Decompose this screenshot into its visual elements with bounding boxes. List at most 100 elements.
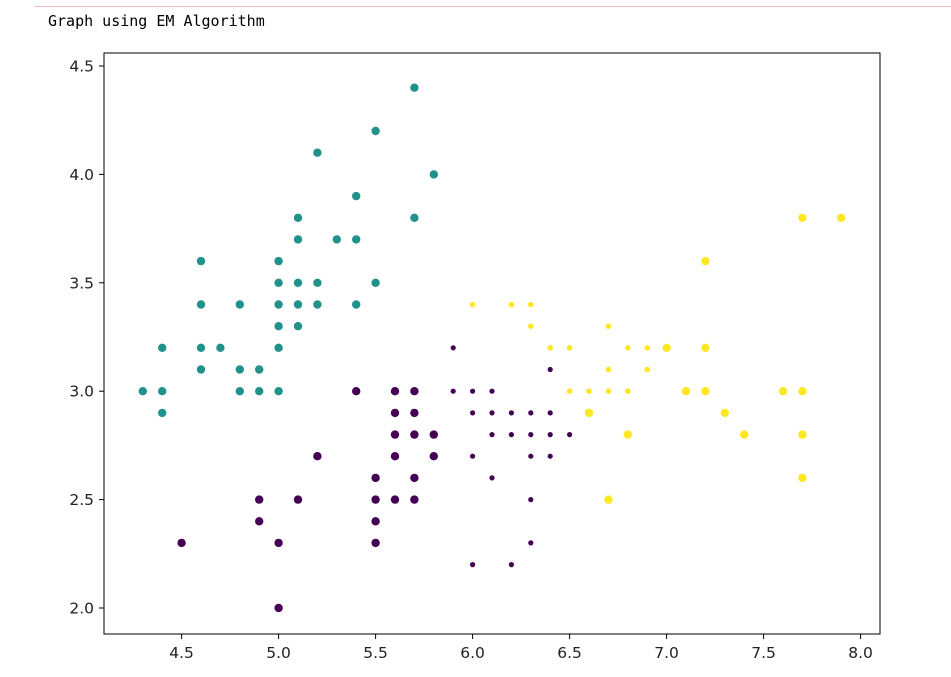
scatter-point bbox=[410, 495, 419, 504]
scatter-point bbox=[196, 343, 206, 352]
scatter-point bbox=[547, 366, 553, 373]
scatter-point bbox=[623, 430, 632, 439]
chart-axes: 4.5 5.0 5.5 6.0 6.5 7.0 7.5 8.0 2.0 2.5 3.0 3.5 4.0 4… bbox=[69, 52, 881, 662]
scatter-point bbox=[567, 432, 573, 438]
x-tick-label: 4.5 bbox=[169, 644, 194, 662]
scatter-point bbox=[470, 562, 476, 568]
scatter-point bbox=[293, 213, 303, 222]
scatter-point bbox=[837, 213, 846, 222]
scatter-point bbox=[547, 453, 553, 459]
scatter-point bbox=[235, 387, 244, 396]
scatter-point bbox=[158, 387, 167, 396]
scatter-point bbox=[429, 430, 438, 439]
scatter-point bbox=[410, 430, 419, 439]
y-tick-label: 2.0 bbox=[69, 599, 94, 617]
scatter-point bbox=[410, 408, 419, 418]
scatter-point bbox=[798, 430, 807, 439]
scatter-point bbox=[293, 322, 303, 331]
y-tick-label: 3.5 bbox=[69, 274, 94, 292]
scatter-point bbox=[681, 387, 691, 396]
scatter-point bbox=[489, 410, 495, 416]
scatter-point bbox=[566, 345, 573, 351]
scatter-point bbox=[352, 387, 361, 396]
y-tick-label: 4.0 bbox=[69, 166, 94, 184]
scatter-point bbox=[390, 452, 400, 461]
scatter-point bbox=[352, 300, 361, 309]
y-tick-label: 2.5 bbox=[69, 491, 94, 509]
x-tick-label: 6.0 bbox=[460, 644, 485, 662]
scatter-point bbox=[235, 365, 244, 374]
scatter-point bbox=[470, 388, 476, 394]
scatter-point bbox=[138, 387, 147, 396]
scatter-point bbox=[371, 495, 380, 504]
scatter-point bbox=[410, 83, 419, 92]
scatter-point bbox=[489, 475, 495, 481]
x-tick-label: 8.0 bbox=[848, 644, 873, 662]
scatter-point bbox=[274, 322, 283, 331]
scatter-point bbox=[255, 387, 264, 396]
x-tick-label: 5.5 bbox=[363, 644, 388, 662]
scatter-point bbox=[410, 473, 419, 483]
scatter-point bbox=[313, 300, 322, 309]
scatter-point bbox=[196, 365, 206, 374]
scatter-point bbox=[605, 323, 612, 330]
plot-frame bbox=[103, 52, 881, 635]
scatter-point bbox=[470, 410, 476, 416]
y-tick-label: 4.5 bbox=[69, 58, 94, 76]
scatter-point bbox=[255, 495, 264, 504]
scatter-point bbox=[528, 497, 534, 503]
scatter-point bbox=[274, 603, 283, 613]
scatter-point bbox=[177, 538, 186, 548]
scatter-point bbox=[798, 213, 807, 222]
scatter-point bbox=[798, 387, 807, 396]
scatter-point bbox=[390, 408, 400, 418]
scatter-point bbox=[662, 343, 671, 352]
scatter-point bbox=[390, 387, 400, 396]
scatter-point bbox=[508, 562, 514, 568]
scatter-point bbox=[508, 432, 514, 438]
scatter-point bbox=[528, 540, 534, 546]
chart-marks bbox=[138, 83, 846, 613]
scatter-point bbox=[798, 473, 807, 483]
x-tick-label: 7.0 bbox=[654, 644, 679, 662]
scatter-point bbox=[720, 408, 729, 418]
cell-divider bbox=[35, 6, 951, 7]
scatter-point bbox=[274, 343, 283, 352]
scatter-point bbox=[566, 388, 573, 395]
x-tick-label: 5.0 bbox=[266, 644, 291, 662]
scatter-point bbox=[410, 213, 419, 222]
scatter-point bbox=[274, 256, 283, 266]
scatter-point bbox=[274, 278, 283, 287]
scatter-point bbox=[429, 452, 438, 461]
scatter-point bbox=[740, 430, 749, 439]
scatter-point bbox=[371, 126, 380, 136]
scatter-point bbox=[489, 432, 495, 438]
scatter-point bbox=[701, 343, 710, 352]
scatter-point bbox=[293, 278, 303, 287]
scatter-point bbox=[605, 388, 612, 395]
scatter-point bbox=[450, 388, 456, 394]
scatter-point bbox=[371, 517, 380, 526]
scatter-point bbox=[371, 538, 380, 548]
scatter-point bbox=[255, 365, 264, 374]
scatter-point bbox=[390, 430, 400, 439]
scatter-point bbox=[701, 256, 710, 266]
scatter-point bbox=[625, 345, 631, 351]
output-caption: Graph using EM Algorithm bbox=[48, 12, 265, 30]
scatter-point bbox=[216, 343, 225, 352]
scatter-point bbox=[313, 148, 322, 157]
scatter-point bbox=[196, 256, 206, 266]
scatter-point bbox=[313, 278, 322, 287]
scatter-point bbox=[390, 495, 400, 504]
y-tick-label: 3.0 bbox=[69, 383, 94, 401]
scatter-point bbox=[547, 410, 553, 416]
scatter-point bbox=[528, 323, 534, 330]
scatter-point bbox=[625, 388, 631, 395]
scatter-point bbox=[332, 235, 341, 244]
scatter-point bbox=[778, 387, 788, 396]
scatter-point bbox=[158, 408, 167, 418]
scatter-point bbox=[470, 453, 476, 459]
scatter-point bbox=[701, 387, 710, 396]
scatter-point bbox=[235, 300, 244, 309]
